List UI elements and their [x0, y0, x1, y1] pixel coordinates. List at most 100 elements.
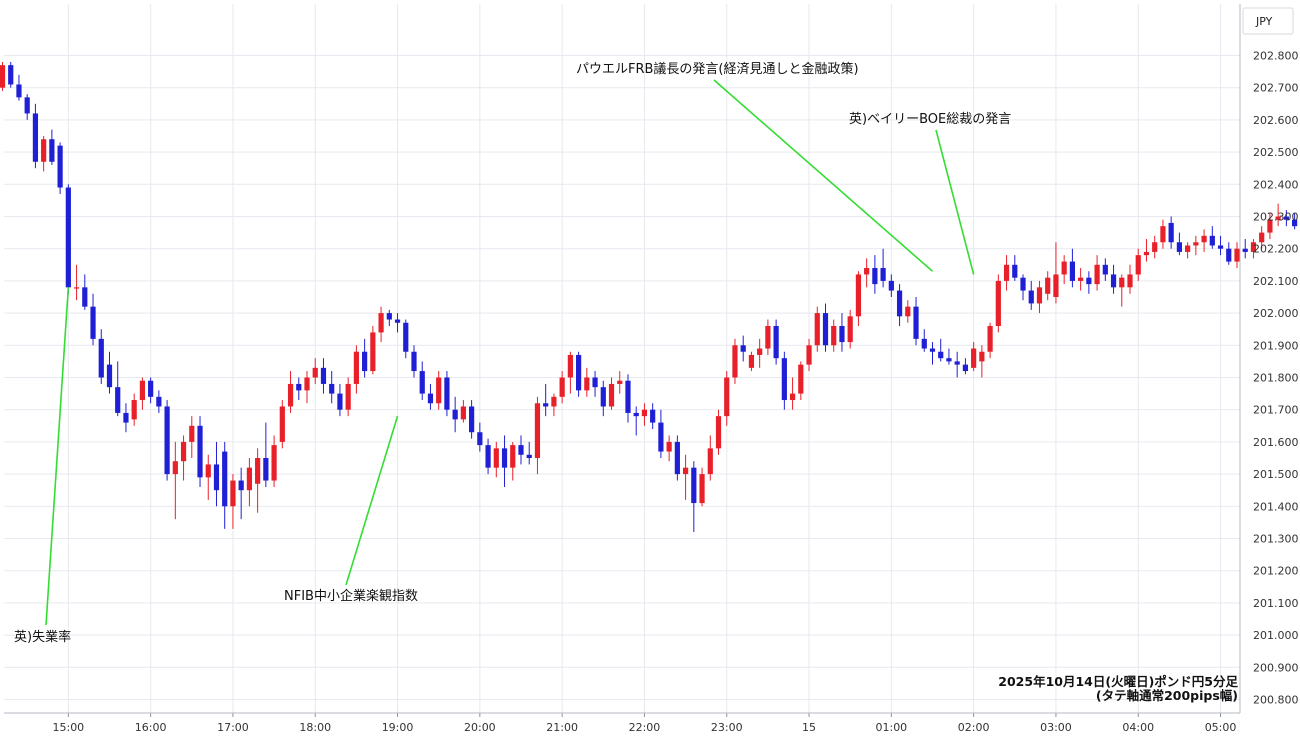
candle-body: [469, 406, 475, 433]
candle-body: [1127, 274, 1133, 288]
candle-body: [896, 290, 903, 317]
candle-up: [798, 361, 804, 401]
candle-body: [1209, 235, 1215, 246]
candle-up: [1267, 213, 1273, 240]
candle-body: [197, 425, 203, 478]
candle-up: [1135, 248, 1141, 281]
candle-body: [189, 425, 195, 442]
candle-up: [353, 345, 359, 394]
candle-body: [576, 354, 582, 391]
candle-up: [1078, 268, 1084, 291]
candle-down: [740, 335, 746, 362]
candle-body: [24, 97, 30, 114]
candle-body: [954, 361, 960, 365]
candle-down: [1102, 258, 1108, 281]
candle-body: [929, 348, 936, 352]
x-tick-label: 03:00: [1040, 721, 1072, 734]
candle-up: [1160, 219, 1166, 249]
candle-down: [921, 329, 927, 352]
candle-body: [1119, 277, 1125, 288]
candle-down: [394, 313, 401, 333]
candle-up: [971, 342, 977, 372]
candle-down: [329, 371, 335, 404]
candle-body: [1053, 274, 1059, 297]
candle-body: [378, 313, 384, 333]
candle-down: [954, 351, 960, 378]
candle-body: [403, 322, 409, 352]
candle-body: [608, 383, 615, 407]
candle-up: [345, 377, 351, 417]
candle-body: [452, 409, 458, 420]
y-tick-label: 201.500: [1253, 468, 1299, 481]
candle-down: [469, 400, 475, 439]
candle-body: [946, 358, 952, 362]
candle-body: [16, 84, 22, 98]
candle-body: [1094, 264, 1100, 285]
candle-down: [197, 416, 203, 487]
candle-body: [362, 351, 368, 372]
candle-body: [1036, 287, 1043, 304]
candle-body: [921, 338, 927, 349]
candle-body: [707, 448, 713, 475]
candle-down: [148, 377, 154, 404]
candle-up: [370, 325, 376, 375]
candle-body: [1020, 277, 1026, 291]
candle-up: [1036, 280, 1043, 314]
candle-body: [230, 480, 236, 507]
x-tick-label: 05:00: [1205, 721, 1237, 734]
candle-body: [115, 387, 121, 413]
candle-down: [929, 342, 936, 365]
candle-body: [65, 187, 71, 288]
candle-body: [1102, 264, 1108, 275]
y-tick-label: 201.000: [1253, 629, 1299, 642]
candle-down: [16, 74, 22, 101]
candle-up: [1061, 255, 1067, 285]
annotation-layer: 英)失業率 NFIB中小企業楽観指数 パウエルFRB議長の発言(経済見通しと金融政策…: [14, 61, 1011, 645]
candle-body: [205, 464, 211, 478]
candle-up: [987, 322, 993, 359]
candle-body: [798, 364, 804, 394]
candle-body: [1160, 226, 1166, 243]
candle-body: [674, 441, 680, 475]
candle-down: [98, 329, 104, 384]
candle-body: [888, 280, 894, 291]
candle-body: [0, 65, 6, 88]
candle-down: [839, 313, 845, 352]
candle-body: [971, 348, 977, 368]
candle-body: [1267, 219, 1273, 233]
candle-up: [312, 358, 318, 384]
candle-up: [304, 371, 310, 404]
y-tick-label: 202.100: [1253, 275, 1299, 288]
candle-body: [592, 377, 598, 388]
candle-down: [65, 184, 71, 294]
annotation-line: [45, 287, 70, 626]
candle-up: [493, 441, 499, 478]
candle-up: [73, 264, 80, 301]
candle-body: [164, 406, 170, 475]
y-tick-label: 201.100: [1253, 597, 1299, 610]
candle-body: [131, 400, 137, 420]
candle-up: [995, 274, 1001, 333]
candle-down: [526, 441, 532, 465]
y-tick-label: 201.400: [1253, 500, 1299, 513]
candle-body: [1217, 245, 1224, 249]
candle-body: [345, 383, 351, 410]
candle-body: [32, 113, 39, 162]
candle-body: [559, 377, 565, 397]
currency-label: JPY: [1255, 15, 1273, 28]
candle-up: [41, 136, 47, 172]
candle-body: [814, 313, 820, 346]
candle-up: [724, 371, 730, 426]
candle-body: [296, 383, 302, 391]
candle-body: [633, 412, 639, 417]
candle-body: [1003, 264, 1010, 281]
candle-down: [674, 435, 680, 481]
candle-body: [436, 377, 442, 404]
candle-down: [115, 361, 121, 417]
candle-body: [444, 377, 450, 410]
candle-down: [32, 103, 39, 169]
candle-up: [617, 371, 623, 394]
candle-body: [238, 480, 244, 491]
